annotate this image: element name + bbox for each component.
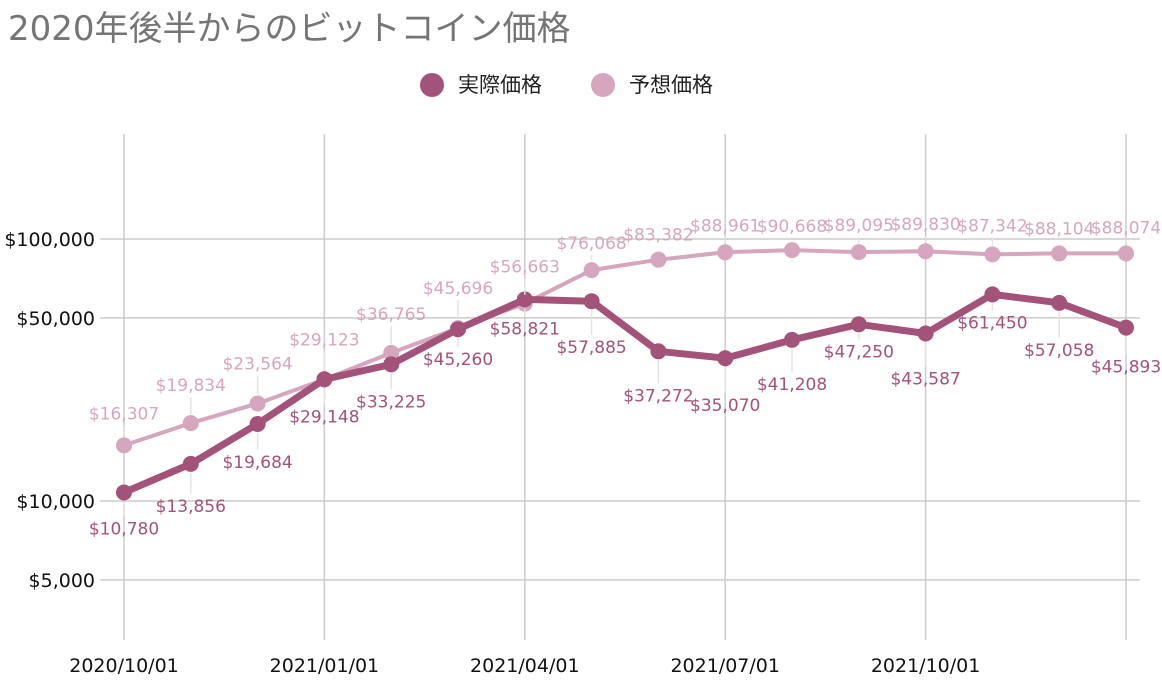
data-label-actual: $37,272 (623, 386, 693, 406)
series (116, 242, 1134, 501)
data-point-forecast (583, 262, 600, 279)
data-label-forecast: $89,095 (824, 216, 894, 236)
data-point-actual (717, 350, 734, 367)
y-tick-label: $100,000 (4, 229, 95, 251)
data-label-actual: $45,260 (423, 350, 493, 370)
x-tick-label: 2020/10/01 (69, 655, 179, 677)
data-point-actual (249, 415, 266, 432)
data-point-actual (1118, 319, 1134, 336)
data-label-forecast: $88,104 (1024, 219, 1094, 239)
axes: $5,000 $10,000 $50,000 $100,000 2020/10/01 20… (4, 229, 980, 677)
x-tick-label: 2021/01/01 (270, 655, 380, 677)
data-point-forecast (116, 437, 132, 454)
legend-marker-actual (420, 73, 444, 97)
data-point-actual (383, 356, 400, 373)
data-point-forecast (917, 243, 934, 260)
grid (100, 134, 1140, 640)
data-label-forecast: $88,961 (690, 216, 760, 236)
data-point-actual (116, 484, 132, 501)
data-label-actual: $41,208 (757, 375, 827, 395)
data-label-forecast: $29,123 (289, 330, 359, 350)
data-label-actual: $58,821 (490, 319, 560, 339)
series-line-actual (120, 290, 1130, 496)
data-label-forecast: $88,074 (1091, 218, 1161, 238)
data-point-actual (583, 293, 600, 310)
data-point-actual (1051, 294, 1068, 311)
x-tick-label: 2021/07/01 (670, 655, 780, 677)
legend-label-forecast: 予想価格 (629, 73, 713, 97)
x-tick-label: 2021/04/01 (470, 655, 580, 677)
data-label-forecast: $16,307 (89, 404, 159, 424)
data-label-actual: $43,587 (890, 369, 960, 389)
data-point-forecast (249, 395, 266, 412)
data-label-forecast: $45,696 (423, 279, 493, 299)
data-label-forecast: $23,564 (222, 354, 292, 374)
series-line-forecast (122, 248, 1128, 448)
data-point-actual (650, 343, 667, 360)
data-point-actual (984, 286, 1001, 303)
data-label-forecast: $87,342 (957, 216, 1027, 236)
data-point-actual (516, 291, 533, 308)
data-point-forecast (850, 244, 867, 261)
data-label-forecast: $56,663 (490, 258, 560, 278)
data-label-forecast: $19,834 (156, 376, 226, 396)
data-label-actual: $47,250 (824, 342, 894, 362)
data-label-actual: $45,893 (1091, 358, 1161, 378)
data-point-actual (182, 455, 199, 472)
legend-label-actual: 実際価格 (458, 73, 542, 97)
data-label-actual: $19,684 (222, 453, 292, 473)
data-label-actual: $57,058 (1024, 341, 1094, 361)
data-point-forecast (984, 246, 1001, 263)
data-point-actual (316, 371, 333, 388)
data-point-actual (784, 331, 800, 348)
data-label-actual: $29,148 (289, 407, 359, 427)
data-point-forecast (383, 344, 400, 361)
data-label-actual: $10,780 (89, 519, 159, 539)
data-label-actual: $57,885 (556, 338, 626, 358)
data-point-forecast (1051, 245, 1068, 262)
data-point-forecast (784, 242, 800, 259)
data-label-actual: $13,856 (156, 497, 226, 517)
y-tick-label: $10,000 (16, 491, 95, 513)
legend-marker-forecast (591, 73, 615, 97)
data-label-forecast: $83,382 (623, 226, 693, 246)
data-point-forecast (650, 251, 667, 268)
legend: 実際価格 予想価格 (420, 73, 713, 97)
y-tick-label: $50,000 (16, 308, 95, 330)
data-point-actual (917, 325, 934, 342)
data-label-forecast: $36,765 (356, 305, 426, 325)
data-point-forecast (182, 415, 199, 432)
chart-title: 2020年後半からのビットコイン価格 (8, 9, 571, 49)
data-label-actual: $61,450 (957, 313, 1027, 333)
data-point-actual (450, 321, 466, 338)
data-label-forecast: $76,068 (556, 234, 626, 254)
data-point-forecast (1118, 245, 1134, 262)
data-label-forecast: $89,830 (890, 215, 960, 235)
y-tick-label: $5,000 (29, 570, 95, 592)
data-label-actual: $33,225 (356, 392, 426, 412)
data-label-forecast: $90,668 (757, 217, 827, 237)
data-labels: $10,780$13,856 $19,684 $29,148$33,225 $45,2… (89, 215, 1161, 539)
data-point-forecast (717, 244, 734, 261)
data-point-actual (850, 316, 867, 333)
x-tick-label: 2021/10/01 (871, 655, 981, 677)
data-label-actual: $35,070 (690, 396, 760, 416)
